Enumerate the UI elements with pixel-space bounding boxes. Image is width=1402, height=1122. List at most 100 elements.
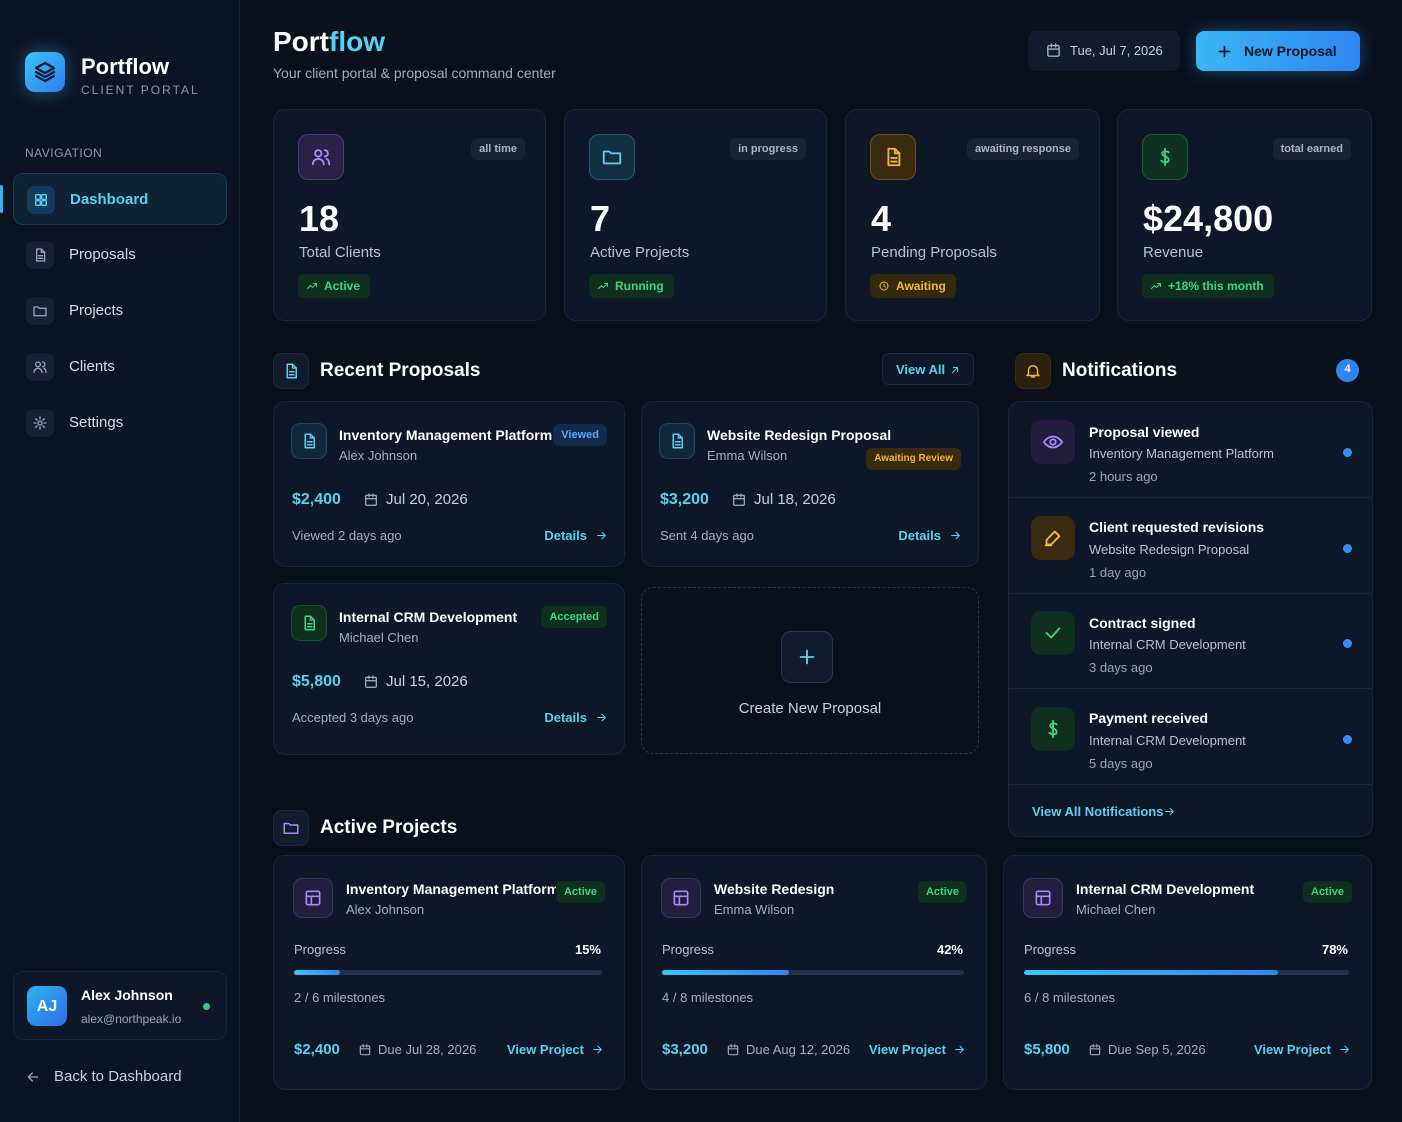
notification-item[interactable]: Proposal viewed Inventory Management Plat…	[1009, 402, 1372, 498]
notification-title: Client requested revisions	[1089, 519, 1265, 536]
notification-item[interactable]: Client requested revisions Website Redesi…	[1009, 498, 1372, 594]
user-name: Alex Johnson	[81, 986, 173, 1003]
nav-item[interactable]: Clients	[13, 341, 227, 393]
proposal-date: Jul 15, 2026	[386, 673, 468, 690]
notification-item[interactable]: Payment received Internal CRM Development…	[1009, 689, 1372, 785]
icon	[887, 147, 901, 167]
notification-subject: Internal CRM Development	[1089, 637, 1246, 653]
milestones: 4 / 8 milestones	[662, 990, 754, 1006]
nav-icon-box	[26, 409, 54, 437]
icon	[602, 150, 622, 165]
nav-heading: NAVIGATION	[25, 145, 103, 160]
view-all-notifications-label: View All Notifications	[1032, 804, 1164, 820]
tagline: CLIENT PORTAL	[81, 82, 200, 97]
proposal-client: Emma Wilson	[707, 448, 788, 464]
proposal-amount: $5,800	[292, 673, 341, 691]
view-project-link[interactable]: View Project	[506, 1042, 584, 1058]
view-project-link[interactable]: View Project	[1253, 1042, 1331, 1058]
icon	[33, 306, 47, 317]
icon	[307, 283, 317, 289]
project-card: Website Redesign Emma Wilson Active Progres…	[641, 855, 987, 1090]
new-proposal-button[interactable]: New Proposal	[1196, 31, 1360, 71]
stat-badge: +18% this month	[1142, 274, 1274, 298]
progress-bar	[1024, 970, 1278, 975]
view-all-label: View All	[896, 362, 946, 378]
progress-percent: 42%	[936, 942, 963, 958]
icon	[286, 363, 297, 379]
nav-label: Clients	[69, 358, 115, 375]
icon	[304, 615, 315, 631]
create-proposal-card[interactable]: Create New Proposal	[641, 587, 979, 754]
project-title: Website Redesign	[714, 880, 835, 897]
proposal-title: Internal CRM Development	[339, 608, 518, 625]
project-title: Internal CRM Development	[1076, 880, 1255, 897]
icon	[27, 1072, 39, 1082]
icon	[1044, 530, 1061, 546]
view-all-notifications[interactable]: View All Notifications	[1032, 800, 1232, 824]
project-due: Due Aug 12, 2026	[746, 1042, 851, 1058]
nav-label: Settings	[69, 414, 124, 431]
project-icon-box	[1023, 878, 1063, 918]
icon	[365, 493, 377, 506]
project-icon-box	[293, 878, 333, 918]
notification-subject: Inventory Management Platform	[1089, 446, 1274, 462]
icon	[1340, 1045, 1349, 1054]
details-link[interactable]: Details	[544, 528, 587, 544]
nav-indicator	[0, 185, 3, 213]
badge-label: +18% this month	[1168, 279, 1264, 293]
progress-bar	[294, 970, 341, 975]
proposal-amount: $3,200	[660, 491, 709, 509]
details-link[interactable]: Details	[544, 710, 587, 726]
proposal-status: Awaiting Review	[866, 448, 961, 470]
proposal-card: Internal CRM Development Michael Chen Acce…	[273, 583, 625, 755]
icon	[951, 531, 960, 540]
progress-track	[662, 970, 964, 975]
project-title: Inventory Management Platform	[346, 880, 560, 897]
unread-dot	[1343, 639, 1352, 648]
nav-item[interactable]: Proposals	[13, 229, 227, 281]
icon	[283, 822, 299, 834]
notification-time: 2 hours ago	[1089, 469, 1158, 485]
date-pill: Tue, Jul 7, 2026	[1028, 31, 1180, 71]
proposal-client: Alex Johnson	[339, 448, 418, 464]
notification-time: 1 day ago	[1089, 564, 1147, 580]
project-status: Active	[1302, 881, 1352, 903]
details-link[interactable]: Details	[898, 528, 941, 544]
unread-dot	[1343, 448, 1352, 457]
icon	[955, 1045, 964, 1054]
progress-percent: 78%	[1321, 942, 1348, 958]
nav-icon-box	[26, 297, 54, 325]
icon	[36, 248, 46, 262]
nav-item[interactable]: Projects	[13, 285, 227, 337]
stat-label: Revenue	[1143, 244, 1204, 261]
status-dot	[203, 1003, 210, 1010]
stat-card: total earned $24,800 Revenue +18% this mont…	[1117, 109, 1372, 321]
notification-item[interactable]: Contract signed Internal CRM Development 3…	[1009, 593, 1372, 689]
section-icon-box	[1015, 353, 1051, 389]
badge-label: Awaiting	[896, 279, 946, 293]
icon	[1160, 147, 1170, 167]
project-status: Active	[917, 881, 967, 903]
view-all-button[interactable]: View All	[882, 353, 974, 385]
stat-badge: Active	[298, 274, 371, 298]
view-project-link[interactable]: View Project	[868, 1042, 946, 1058]
notification-count: 4	[1344, 363, 1351, 376]
stat-tag: awaiting response	[967, 138, 1079, 160]
section-title: Active Projects	[320, 816, 458, 838]
proposal-status: Viewed	[553, 424, 607, 446]
notifications-panel: Proposal viewed Inventory Management Plat…	[1008, 401, 1373, 837]
progress-label: Progress	[1024, 942, 1077, 958]
page-subtitle: Your client portal & proposal command ce…	[273, 64, 556, 81]
icon	[879, 281, 889, 291]
icon	[672, 433, 683, 449]
proposal-status: Accepted	[541, 606, 607, 628]
icon	[1042, 435, 1064, 449]
proposal-card: Website Redesign Proposal Emma Wilson Awai…	[641, 401, 979, 567]
nav-item[interactable]: Dashboard	[13, 173, 227, 225]
project-amount: $3,200	[662, 1041, 708, 1058]
stat-icon-box	[298, 134, 344, 180]
nav-item[interactable]: Settings	[13, 397, 227, 449]
count-badge	[1336, 359, 1359, 382]
back-link[interactable]: Back to Dashboard	[25, 1065, 225, 1089]
